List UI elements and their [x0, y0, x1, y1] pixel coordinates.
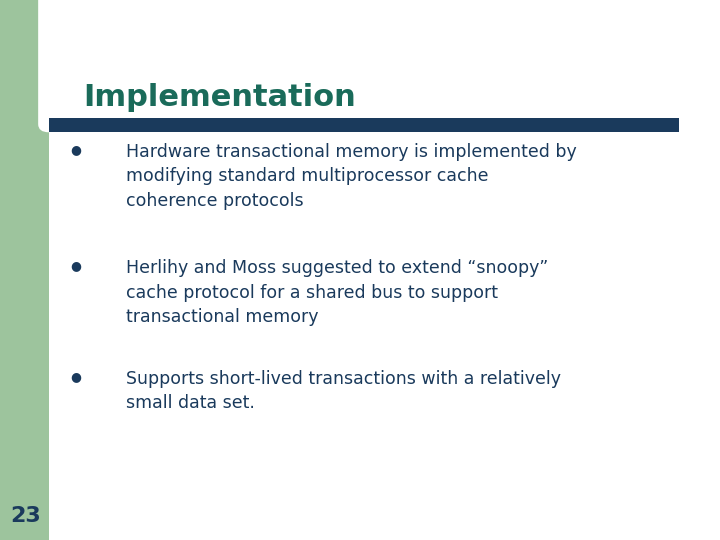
Text: ●: ●	[70, 259, 81, 272]
Bar	[0, 0, 252, 119]
Text: Hardware transactional memory is implemented by
modifying standard multiprocesso: Hardware transactional memory is impleme…	[126, 143, 577, 210]
Text: ●: ●	[70, 143, 81, 156]
Text: ●: ●	[70, 370, 81, 383]
Bar	[49, 118, 679, 132]
Text: Implementation: Implementation	[83, 83, 356, 112]
Text: Herlihy and Moss suggested to extend “snoopy”
cache protocol for a shared bus to: Herlihy and Moss suggested to extend “sn…	[126, 259, 549, 326]
Bar	[0, 0, 49, 540]
Text: 23: 23	[10, 505, 40, 526]
Text: Supports short-lived transactions with a relatively
small data set.: Supports short-lived transactions with a…	[126, 370, 561, 412]
FancyBboxPatch shape	[38, 0, 720, 132]
